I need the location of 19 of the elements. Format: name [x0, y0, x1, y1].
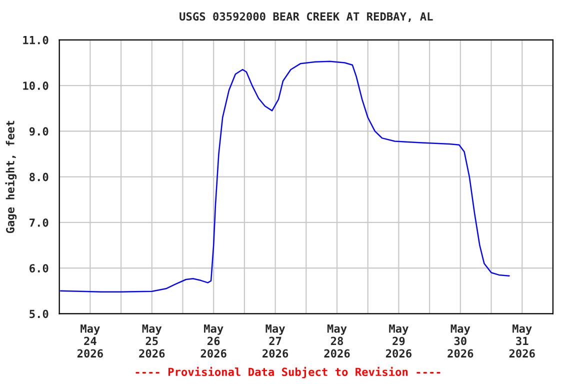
y-tick-label: 9.0 [29, 127, 48, 136]
chart-title: USGS 03592000 BEAR CREEK AT REDBAY, AL [180, 12, 433, 22]
x-tick-label: May 28 2026 [324, 324, 350, 358]
y-tick-label: 8.0 [30, 172, 48, 182]
y-tick-label: 11.0 [23, 36, 48, 44]
y-tick-label: 10.0 [23, 82, 48, 90]
y-tick-label: 5.0 [30, 310, 48, 318]
y-tick-label: 6.0 [30, 264, 48, 272]
x-tick-label: May 25 2026 [139, 324, 165, 358]
text: ---- Provisional Data Subject to Revision ---- [136, 366, 440, 378]
x-tick-label: May 24 2026 [77, 324, 103, 358]
x-tick-label: May 29 2026 [386, 324, 412, 358]
x-tick-label: May 26 2026 [200, 324, 226, 358]
y-axis-title: Gage height, feet [5, 120, 17, 234]
x-tick-label: May 31 2026 [509, 324, 535, 358]
y-tick-label: 7.0 [30, 218, 48, 227]
x-tick-label: May 30 2026 [448, 324, 474, 358]
x-tick-label: May 27 2026 [262, 324, 288, 358]
line-series [60, 60, 510, 292]
